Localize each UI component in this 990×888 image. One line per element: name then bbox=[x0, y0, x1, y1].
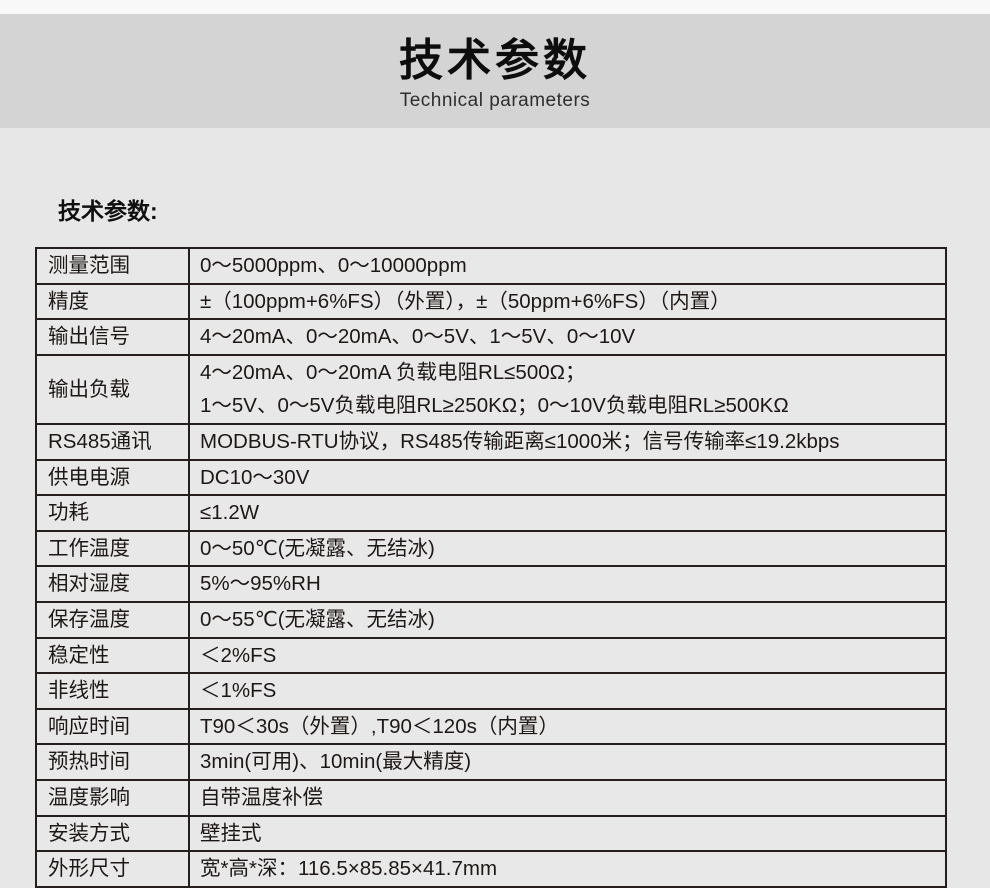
spec-value: MODBUS-RTU协议，RS485传输距离≤1000米；信号传输率≤19.2k… bbox=[188, 422, 947, 461]
title-band: 技术参数 Technical parameters bbox=[0, 14, 990, 128]
spec-value: 3min(可用)、10min(最大精度) bbox=[188, 743, 947, 781]
spec-value: ＜1%FS bbox=[188, 672, 947, 710]
table-row: 温度影响 自带温度补偿 bbox=[35, 778, 947, 817]
table-row: 安装方式 壁挂式 bbox=[35, 814, 947, 853]
spec-value: 4～20mA、0～20mA 负载电阻RL≤500Ω； 1～5V、0～5V负载电阻R… bbox=[188, 353, 947, 425]
spec-value-line: 0～55℃(无凝露、无结冰) bbox=[200, 607, 435, 631]
table-row: 输出负载 4～20mA、0～20mA 负载电阻RL≤500Ω； 1～5V、0～5V负… bbox=[35, 353, 947, 425]
table-row: RS485通讯 MODBUS-RTU协议，RS485传输距离≤1000米；信号传输… bbox=[35, 422, 947, 461]
section-heading: 技术参数: bbox=[58, 198, 158, 224]
table-row: 外形尺寸 宽*高*深：116.5×85.85×41.7mm bbox=[35, 850, 947, 888]
spec-label: 响应时间 bbox=[35, 707, 190, 746]
table-row: 测量范围 0～5000ppm、0～10000ppm bbox=[35, 247, 947, 285]
spec-value-line: 4～20mA、0～20mA 负载电阻RL≤500Ω； bbox=[200, 360, 586, 384]
spec-label: 非线性 bbox=[35, 672, 190, 710]
spec-value-line: 自带温度补偿 bbox=[200, 785, 323, 809]
spec-value-line: ＜1%FS bbox=[200, 679, 277, 703]
spec-value: 自带温度补偿 bbox=[188, 778, 947, 817]
spec-label: 外形尺寸 bbox=[35, 850, 190, 888]
table-row: 保存温度 0～55℃(无凝露、无结冰) bbox=[35, 600, 947, 639]
page-title: 技术参数 bbox=[399, 35, 591, 85]
spec-value-line: 宽*高*深：116.5×85.85×41.7mm bbox=[200, 857, 498, 881]
spec-value: ±（100ppm+6%FS）（外置），±（50ppm+6%FS）（内置） bbox=[188, 282, 947, 321]
spec-value: ≤1.2W bbox=[188, 494, 947, 532]
spec-value: ＜2%FS bbox=[188, 636, 947, 675]
spec-table: 测量范围 0～5000ppm、0～10000ppm 精度 ±（100ppm+6%FS）… bbox=[35, 247, 947, 888]
spec-label: 输出负载 bbox=[35, 353, 190, 425]
spec-value: 壁挂式 bbox=[188, 814, 947, 853]
table-row: 工作温度 0～50℃(无凝露、无结冰) bbox=[35, 529, 947, 568]
spec-value-line: ≤1.2W bbox=[200, 501, 260, 525]
spec-value-line: DC10～30V bbox=[200, 465, 310, 489]
spec-value: 4～20mA、0～20mA、0～5V、1～5V、0～10V bbox=[188, 318, 947, 356]
spec-label: 预热时间 bbox=[35, 743, 190, 781]
table-row: 输出信号 4～20mA、0～20mA、0～5V、1～5V、0～10V bbox=[35, 318, 947, 356]
spec-value: 5%～95%RH bbox=[188, 565, 947, 603]
spec-value-line: 1～5V、0～5V负载电阻RL≥250KΩ；0～10V负载电阻RL≥500KΩ bbox=[200, 394, 789, 418]
spec-value: 0～55℃(无凝露、无结冰) bbox=[188, 600, 947, 639]
table-row: 功耗 ≤1.2W bbox=[35, 494, 947, 532]
table-row: 精度 ±（100ppm+6%FS）（外置），±（50ppm+6%FS）（内置） bbox=[35, 282, 947, 321]
spec-label: 安装方式 bbox=[35, 814, 190, 853]
table-row: 预热时间 3min(可用)、10min(最大精度) bbox=[35, 743, 947, 781]
table-row: 非线性 ＜1%FS bbox=[35, 672, 947, 710]
top-strip bbox=[0, 0, 990, 14]
spec-label: 供电电源 bbox=[35, 458, 190, 497]
spec-value: 0～50℃(无凝露、无结冰) bbox=[188, 529, 947, 568]
spec-value-line: 5%～95%RH bbox=[200, 572, 321, 596]
spec-label: 测量范围 bbox=[35, 247, 190, 285]
spec-label: 精度 bbox=[35, 282, 190, 321]
spec-value-line: 3min(可用)、10min(最大精度) bbox=[200, 750, 472, 774]
spec-value-line: MODBUS-RTU协议，RS485传输距离≤1000米；信号传输率≤19.2k… bbox=[200, 429, 840, 453]
spec-value: T90＜30s（外置）,T90＜120s（内置） bbox=[188, 707, 947, 746]
spec-label: 保存温度 bbox=[35, 600, 190, 639]
spec-value-line: T90＜30s（外置）,T90＜120s（内置） bbox=[200, 714, 559, 738]
spec-value-line: ＜2%FS bbox=[200, 643, 277, 667]
spec-label: 功耗 bbox=[35, 494, 190, 532]
page-subtitle: Technical parameters bbox=[399, 90, 591, 112]
spec-value-line: 壁挂式 bbox=[200, 821, 262, 845]
spec-value-line: 0～5000ppm、0～10000ppm bbox=[200, 254, 467, 277]
spec-label: RS485通讯 bbox=[35, 422, 190, 461]
spec-value-line: 4～20mA、0～20mA、0～5V、1～5V、0～10V bbox=[200, 325, 636, 349]
spec-value: 0～5000ppm、0～10000ppm bbox=[188, 247, 947, 285]
spec-value-line: ±（100ppm+6%FS）（外置），±（50ppm+6%FS）（内置） bbox=[200, 289, 731, 313]
spec-value: DC10～30V bbox=[188, 458, 947, 497]
spec-label: 温度影响 bbox=[35, 778, 190, 817]
spec-label: 相对湿度 bbox=[35, 565, 190, 603]
table-row: 稳定性 ＜2%FS bbox=[35, 636, 947, 675]
table-row: 相对湿度 5%～95%RH bbox=[35, 565, 947, 603]
table-row: 供电电源 DC10～30V bbox=[35, 458, 947, 497]
spec-label: 工作温度 bbox=[35, 529, 190, 568]
spec-value: 宽*高*深：116.5×85.85×41.7mm bbox=[188, 850, 947, 888]
spec-label: 稳定性 bbox=[35, 636, 190, 675]
spec-label: 输出信号 bbox=[35, 318, 190, 356]
table-row: 响应时间 T90＜30s（外置）,T90＜120s（内置） bbox=[35, 707, 947, 746]
spec-table-body: 测量范围 0～5000ppm、0～10000ppm 精度 ±（100ppm+6%FS）… bbox=[35, 247, 947, 888]
spec-value-line: 0～50℃(无凝露、无结冰) bbox=[200, 536, 435, 560]
